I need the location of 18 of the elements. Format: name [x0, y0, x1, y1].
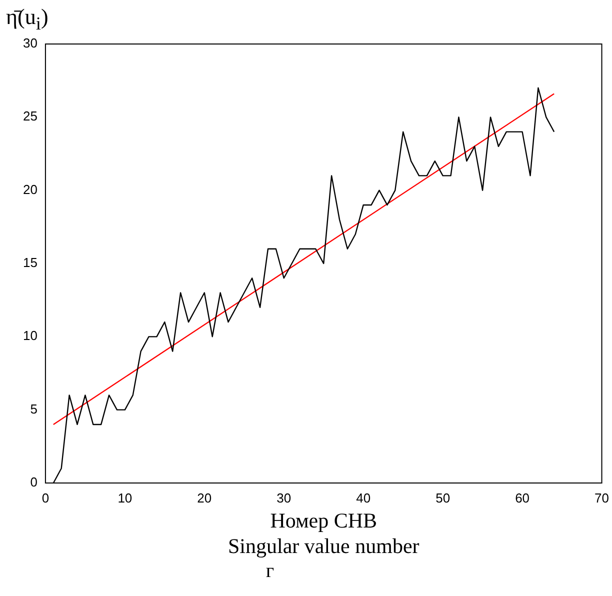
y-tick-label: 25 — [22, 108, 38, 124]
y-tick-label: 0 — [30, 474, 38, 490]
x-tick-label: 30 — [276, 490, 292, 506]
x-tick-label: 0 — [42, 490, 50, 506]
text: г — [264, 560, 276, 583]
x-tick-label: 50 — [436, 490, 450, 506]
y-tick-label: 10 — [22, 328, 38, 344]
x-tick-label: 20 — [197, 490, 212, 506]
x-tick-label: 70 — [594, 490, 610, 506]
x-axis-title: Номер СНВ Singular value number — [228, 508, 420, 558]
y-axis-title: η̄(u$_{i}$) — [6, 4, 48, 34]
y-tick-label: 20 — [22, 182, 38, 197]
x-tick-label: 40 — [356, 490, 371, 506]
y-tick-label: 15 — [22, 255, 38, 270]
x-tick-label: 10 — [118, 490, 132, 506]
x-tick-label: 60 — [515, 490, 530, 506]
y-tick-label: 30 — [22, 36, 38, 51]
y-tick-label: 5 — [30, 401, 38, 416]
